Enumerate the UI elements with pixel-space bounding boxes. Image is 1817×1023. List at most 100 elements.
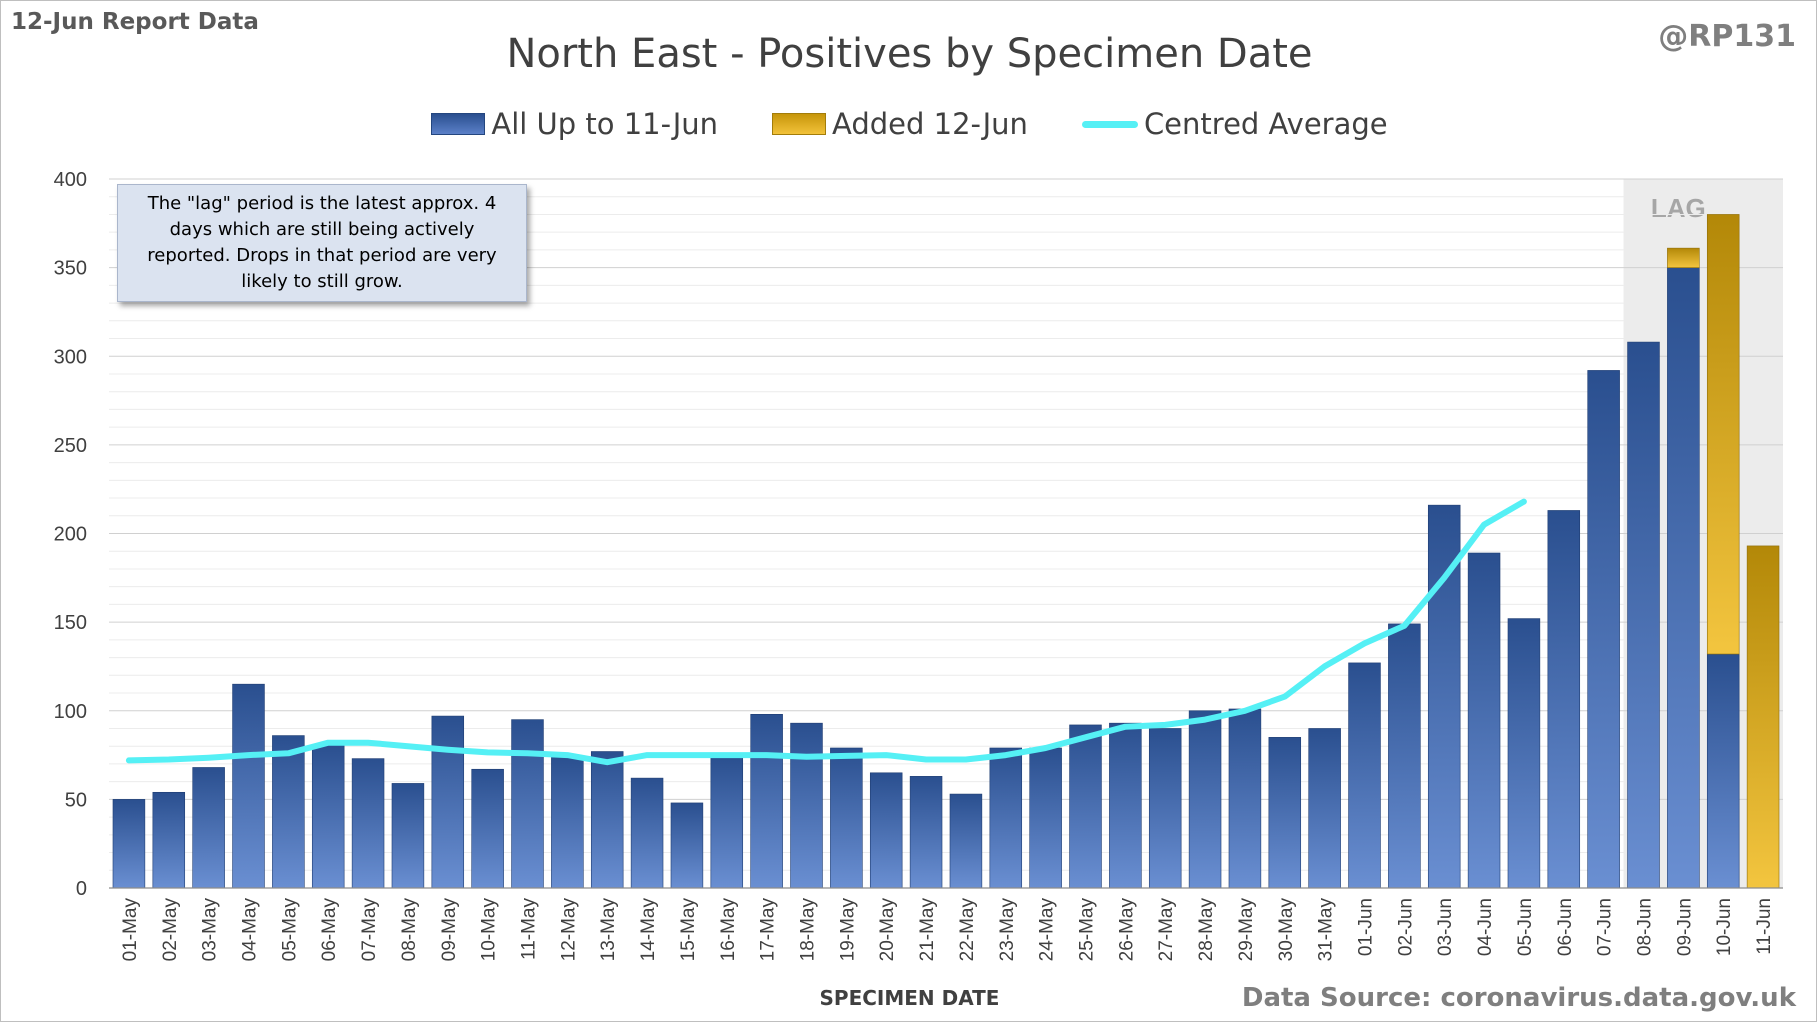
bar-all-up-to bbox=[311, 744, 345, 889]
bar-all-up-to bbox=[1188, 710, 1222, 889]
y-tick-label: 250 bbox=[54, 435, 87, 457]
bar-all-up-to bbox=[1109, 722, 1142, 889]
bar-all-up-to bbox=[1627, 341, 1660, 889]
x-tick-label: 11-May bbox=[519, 898, 540, 960]
x-tick-label: 13-May bbox=[598, 898, 619, 962]
x-tick-label: 02-May bbox=[160, 898, 181, 962]
y-tick-label: 100 bbox=[54, 701, 87, 723]
centred-average-line bbox=[125, 498, 1527, 766]
bar-all-up-to bbox=[1029, 747, 1062, 889]
legend-swatch-line bbox=[1081, 120, 1138, 128]
x-tick-label: 01-Jun bbox=[1356, 898, 1377, 956]
bar-added bbox=[1746, 545, 1780, 889]
y-tick-label: 350 bbox=[54, 258, 87, 280]
x-tick-label: 22-May bbox=[957, 898, 978, 962]
x-tick-label: 08-May bbox=[399, 898, 420, 962]
x-tick-label: 08-Jun bbox=[1635, 898, 1656, 956]
legend-label-added: Added 12-Jun bbox=[832, 107, 1028, 141]
bar-all-up-to bbox=[670, 802, 704, 889]
x-tick-label: 28-May bbox=[1196, 898, 1217, 962]
bar-all-up-to bbox=[391, 783, 425, 889]
x-tick-label: 04-May bbox=[240, 898, 261, 962]
y-tick-label: 200 bbox=[54, 524, 87, 546]
x-tick-label: 09-May bbox=[439, 898, 460, 962]
x-tick-label: 14-May bbox=[638, 898, 659, 962]
bar-added bbox=[1667, 247, 1700, 268]
bar-all-up-to bbox=[351, 758, 385, 889]
legend-item-centred-average: Centred Average bbox=[1081, 107, 1388, 141]
bar-all-up-to bbox=[152, 791, 186, 889]
x-tick-label: 23-May bbox=[997, 898, 1018, 962]
bar-all-up-to bbox=[949, 793, 983, 889]
x-axis-title: SPECIMEN DATE bbox=[819, 986, 1000, 1010]
x-tick-label: 07-Jun bbox=[1595, 898, 1616, 956]
x-tick-label: 17-May bbox=[758, 898, 779, 962]
lag-label: LAG bbox=[1651, 193, 1706, 223]
x-tick-label: 11-Jun bbox=[1754, 898, 1775, 955]
lag-note-callout: The "lag" period is the latest approx. 4… bbox=[117, 184, 527, 302]
bar-all-up-to bbox=[1388, 623, 1421, 889]
x-tick-label: 25-May bbox=[1077, 898, 1098, 962]
x-tick-label: 24-May bbox=[1037, 898, 1058, 962]
bar-all-up-to bbox=[869, 772, 903, 889]
bar-all-up-to bbox=[272, 735, 305, 889]
legend-label-centred-average: Centred Average bbox=[1143, 107, 1388, 141]
x-tick-label: 12-May bbox=[558, 898, 579, 962]
bar-all-up-to bbox=[431, 715, 465, 889]
x-tick-label: 29-May bbox=[1236, 898, 1257, 962]
bar-all-up-to bbox=[750, 713, 783, 889]
author-handle: @RP131 bbox=[1658, 19, 1796, 54]
x-tick-label: 06-Jun bbox=[1555, 898, 1576, 956]
bar-all-up-to bbox=[1507, 618, 1541, 889]
bar-all-up-to bbox=[1667, 267, 1700, 889]
bar-all-up-to bbox=[1427, 504, 1461, 889]
bar-all-up-to bbox=[1547, 510, 1581, 889]
x-tick-label: 31-May bbox=[1316, 898, 1337, 962]
bar-all-up-to bbox=[909, 776, 943, 889]
x-tick-label: 03-May bbox=[200, 898, 221, 962]
bar-all-up-to bbox=[630, 777, 664, 889]
x-tick-label: 01-May bbox=[120, 898, 141, 962]
bar-all-up-to bbox=[590, 751, 624, 889]
bar-all-up-to bbox=[1587, 370, 1620, 889]
x-tick-label: 07-May bbox=[359, 898, 380, 962]
x-tick-label: 03-Jun bbox=[1435, 898, 1456, 956]
bar-all-up-to bbox=[1228, 708, 1262, 889]
data-source-label: Data Source: coronavirus.data.gov.uk bbox=[1241, 983, 1796, 1013]
bar-all-up-to bbox=[989, 747, 1023, 889]
legend-swatch-blue bbox=[431, 113, 486, 135]
bar-all-up-to bbox=[511, 719, 544, 889]
x-tick-label: 05-May bbox=[279, 898, 300, 962]
chart-title: North East - Positives by Specimen Date bbox=[506, 31, 1313, 77]
legend: All Up to 11-Jun Added 12-Jun Centred Av… bbox=[1, 107, 1817, 141]
x-tick-label: 18-May bbox=[798, 898, 819, 962]
bar-all-up-to bbox=[1148, 728, 1182, 889]
x-tick-label: 10-May bbox=[479, 898, 500, 962]
x-tick-label: 30-May bbox=[1276, 898, 1297, 962]
report-date-label: 12-Jun Report Data bbox=[11, 9, 259, 35]
y-tick-label: 300 bbox=[54, 346, 87, 368]
x-tick-label: 20-May bbox=[877, 898, 898, 962]
x-tick-label: 05-Jun bbox=[1515, 898, 1536, 956]
legend-swatch-gold bbox=[772, 113, 827, 135]
bar-all-up-to bbox=[1069, 724, 1102, 889]
y-tick-label: 150 bbox=[54, 612, 87, 634]
bar-all-up-to bbox=[1268, 737, 1302, 889]
bar-all-up-to bbox=[1467, 552, 1501, 889]
x-tick-label: 15-May bbox=[678, 898, 699, 962]
legend-label-all-up-to: All Up to 11-Jun bbox=[491, 107, 719, 141]
y-tick-label: 50 bbox=[65, 789, 87, 811]
x-tick-label: 19-May bbox=[837, 898, 858, 962]
bar-all-up-to bbox=[1308, 728, 1341, 889]
x-tick-label: 21-May bbox=[917, 898, 938, 962]
y-tick-label: 400 bbox=[54, 169, 87, 191]
bar-all-up-to bbox=[710, 756, 744, 889]
legend-item-all-up-to: All Up to 11-Jun bbox=[431, 107, 718, 141]
bar-added bbox=[1706, 214, 1740, 655]
x-tick-label: 02-Jun bbox=[1395, 898, 1416, 956]
x-tick-label: 10-Jun bbox=[1714, 898, 1735, 956]
x-tick-label: 09-Jun bbox=[1674, 898, 1695, 956]
bar-all-up-to bbox=[192, 767, 225, 889]
